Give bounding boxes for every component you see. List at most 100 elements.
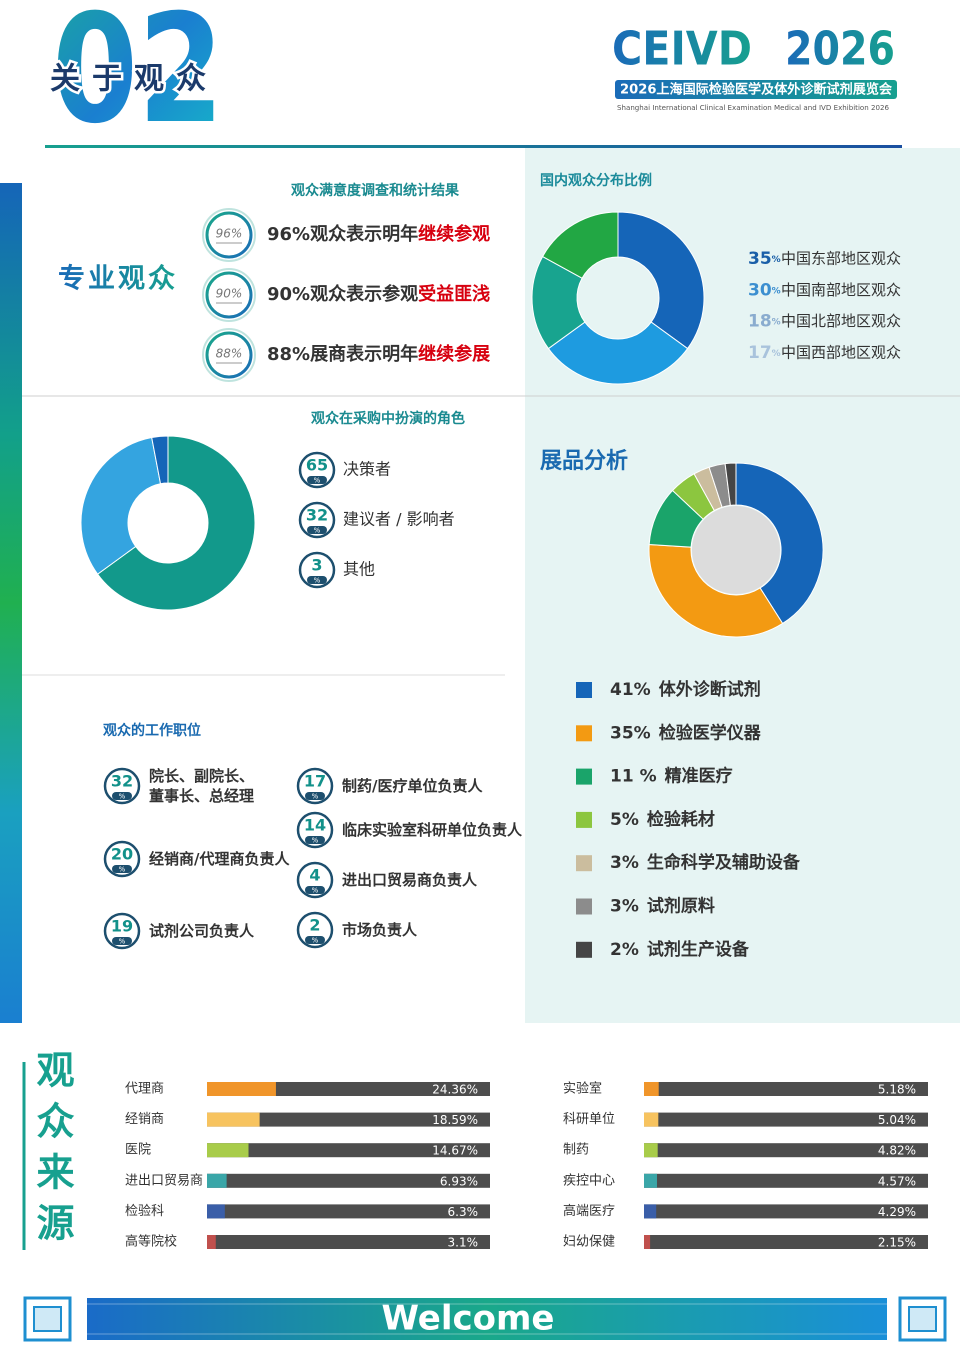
bar-label: 实验室: [563, 1081, 602, 1097]
value-label: 2.15%: [878, 1236, 916, 1250]
legend-label: 中国南部地区观众: [781, 281, 901, 299]
subtitle-box: [615, 80, 897, 99]
bar: [644, 1082, 659, 1096]
chart-title: 展品分析: [540, 449, 628, 474]
value-label: 4.57%: [878, 1174, 916, 1188]
value-label: 6.93%: [440, 1174, 478, 1188]
badge-value: 32: [306, 506, 328, 525]
job-label: 院长、副院长、董事长、总经理: [149, 767, 255, 805]
legend-label: 检验耗材: [647, 809, 715, 830]
value-label: 35: [748, 249, 772, 269]
footer-icon: [33, 1306, 62, 1332]
value-label: 5%: [610, 810, 639, 830]
brand-year: 2026: [785, 22, 895, 76]
value-label: 4.29%: [878, 1205, 916, 1219]
badge-strip: [305, 836, 325, 844]
badge-unit: %: [312, 793, 319, 801]
badge-strip: [307, 526, 327, 534]
badge-text: 88%: [216, 347, 243, 361]
value-label: 11 %: [610, 767, 657, 787]
legend-label: 决策者: [343, 460, 391, 479]
bar: [644, 1204, 657, 1219]
value-label: 41%: [610, 680, 651, 700]
survey-item: 90%观众表示参观受益匪浅: [267, 283, 490, 305]
bar-track: [207, 1204, 490, 1219]
bar-label: 妇幼保健: [563, 1234, 615, 1250]
job-label: 试剂公司负责人: [149, 922, 255, 940]
side-bar: [0, 183, 22, 1023]
legend-value: 35%: [748, 249, 781, 269]
professional-label: 专业观众: [58, 264, 178, 295]
badge-strip: [112, 937, 132, 945]
survey-text: 90%观众表示参观: [267, 283, 418, 305]
badge: [205, 211, 253, 259]
legend-swatch: [576, 725, 592, 742]
badge-strip: [112, 792, 132, 800]
value-label: 6.3%: [448, 1205, 479, 1219]
bar: [207, 1173, 227, 1188]
unit: %: [772, 348, 781, 358]
badge-strip: [307, 476, 327, 484]
value-label: 3.1%: [448, 1236, 479, 1250]
bar-track: [207, 1082, 490, 1096]
legend-label: 其他: [343, 560, 375, 579]
unit: %: [772, 255, 781, 265]
survey-item: 88%展商表示明年继续参展: [267, 343, 491, 365]
legend-label: 试剂生产设备: [647, 939, 750, 960]
value-label: 3%: [610, 853, 639, 873]
badge-strip: [112, 865, 132, 873]
badge-strip: [305, 886, 325, 894]
survey-item: 96%观众表示明年继续参观: [267, 223, 490, 245]
job-label: 经销商/代理商负责人: [149, 850, 290, 868]
badge-unit: %: [119, 793, 126, 801]
survey-text: 96%观众表示明年: [267, 223, 418, 245]
legend-swatch: [576, 682, 592, 698]
bar: [207, 1082, 276, 1096]
value-label: 17: [748, 343, 772, 363]
sources-title: 观众来源: [30, 1050, 74, 1254]
badge-ring: [202, 208, 256, 262]
brand: CEIVD: [612, 22, 752, 76]
bar-track: [207, 1235, 490, 1249]
bar-label: 科研单位: [563, 1112, 615, 1127]
header-rule: [45, 145, 902, 148]
legend-item: 35% 检验医学仪器: [610, 722, 762, 743]
section-number: 02: [52, 0, 224, 157]
bar-label: 进出口贸易商: [125, 1173, 203, 1188]
badge-value: 20: [111, 845, 133, 864]
subtitle-en: Shanghai International Clinical Examinat…: [617, 104, 890, 112]
value-label: 5.18%: [878, 1083, 916, 1097]
badge-text: 90%: [216, 287, 243, 301]
value-label: 5.04%: [878, 1113, 916, 1127]
bar-track: [644, 1173, 928, 1188]
badge-strip: [305, 936, 325, 944]
bar: [207, 1235, 216, 1249]
legend-swatch: [576, 768, 592, 785]
unit: %: [772, 286, 781, 296]
bar-track: [207, 1112, 490, 1127]
legend-item: 2% 试剂生产设备: [610, 939, 750, 960]
donut-slice: [80, 436, 162, 575]
legend-value: 30%: [748, 280, 781, 300]
badge-unit: %: [312, 887, 319, 895]
badge: [205, 331, 253, 379]
value-label: 35%: [610, 723, 651, 743]
subtitle: 2026上海国际检验医学及体外诊断试剂展览会: [620, 82, 893, 98]
job-label: 临床实验室科研单位负责人: [342, 821, 523, 839]
bar-track: [644, 1112, 928, 1127]
bar: [644, 1143, 658, 1158]
chart-title: 国内观众分布比例: [540, 172, 652, 189]
bar: [644, 1112, 659, 1127]
bar: [644, 1235, 651, 1249]
badge-unit: %: [312, 837, 319, 845]
badge-value: 4: [309, 866, 320, 885]
bar-label: 制药: [563, 1143, 589, 1158]
badge-text: 96%: [216, 227, 243, 241]
legend-swatch: [576, 855, 592, 872]
badge-unit: %: [119, 866, 126, 874]
value-label: 24.36%: [432, 1083, 478, 1097]
legend-item: 11 % 精准医疗: [610, 766, 733, 787]
survey-title: 观众满意度调查和统计结果: [291, 182, 460, 199]
